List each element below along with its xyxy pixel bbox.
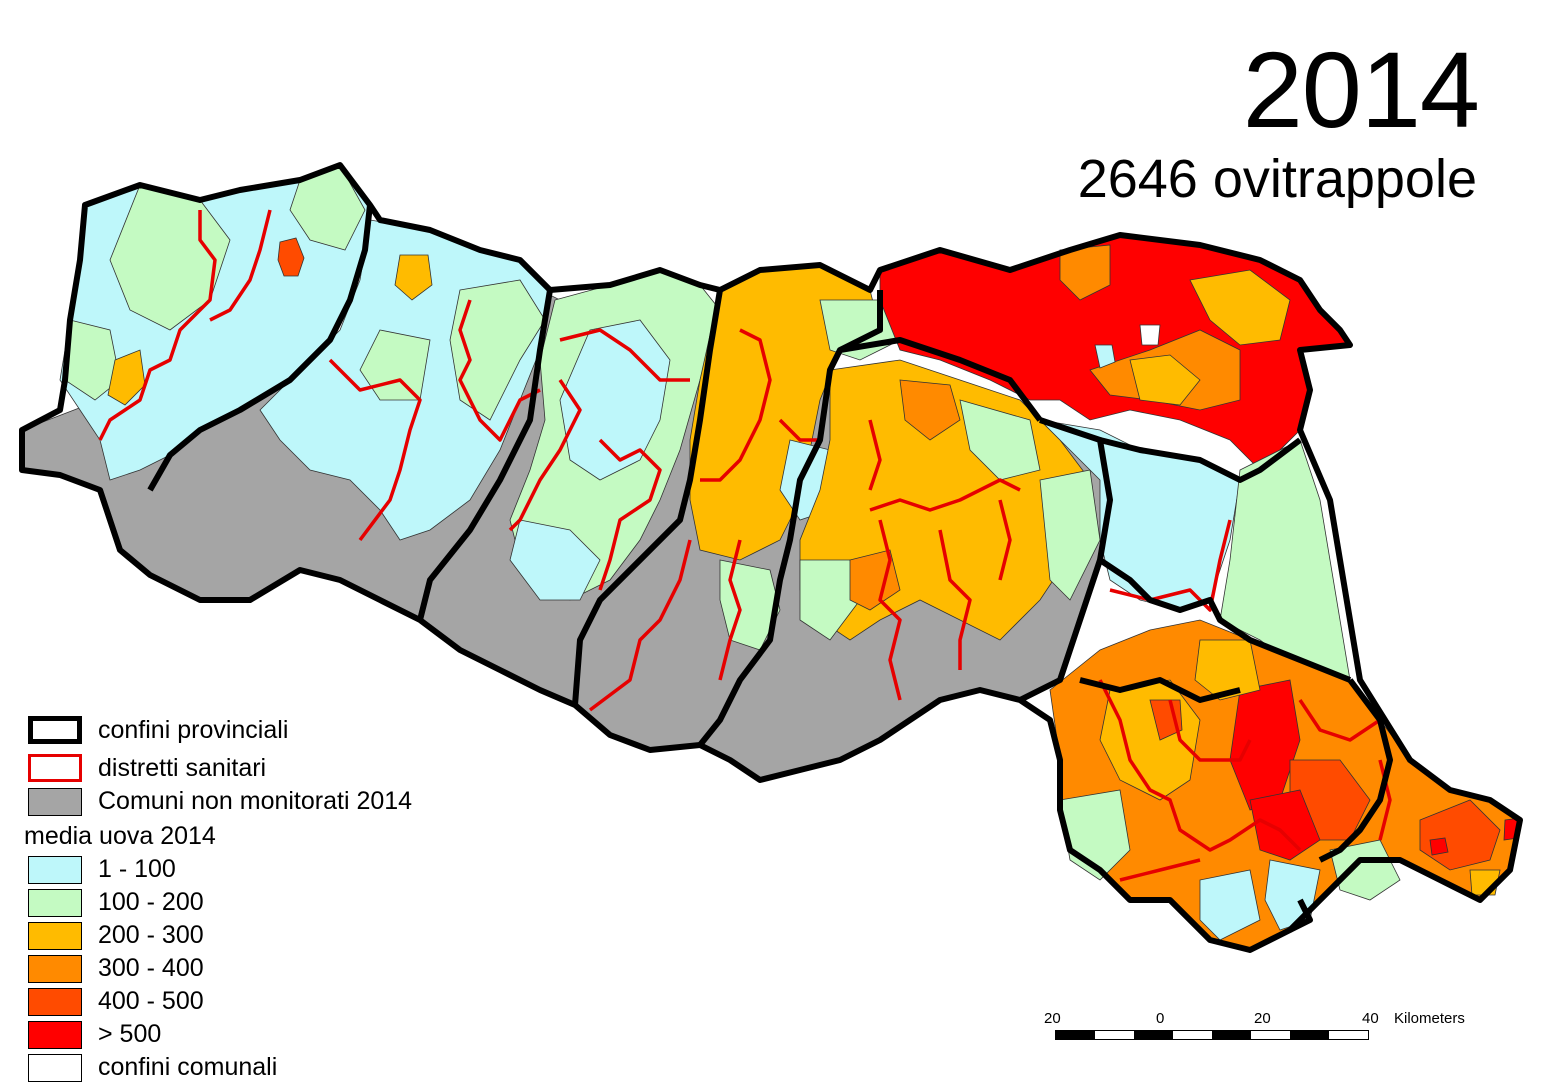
legend-label: 1 - 100 [98,855,176,883]
district-border-swatch [28,754,82,782]
legend-label: 100 - 200 [98,888,204,916]
legend-label: > 500 [98,1020,162,1048]
scale-bar: 20 0 20 40 Kilometers [1040,1010,1480,1050]
scale-bar-graphic [1055,1030,1369,1040]
legend-label: 300 - 400 [98,954,204,982]
legend-swatch [28,1021,82,1049]
health-district-borders [98,209,1392,882]
scale-tick: 20 [1254,1010,1271,1027]
unmonitored-swatch [28,788,82,816]
legend-swatch [28,1054,82,1082]
scale-tick: 0 [1156,1010,1165,1027]
legend-swatch [28,922,82,950]
scale-unit: Kilometers [1394,1010,1465,1027]
scale-tick: 40 [1362,1010,1379,1027]
legend-swatch [28,856,82,884]
legend-label: 200 - 300 [98,921,204,949]
provincial-borders [19,162,1523,953]
legend-label: Comuni non monitorati 2014 [98,787,413,815]
legend-label: confini comunali [98,1053,278,1081]
map-title-year: 2014 [1242,29,1480,150]
map-subtitle: 2646 ovitrappole [1077,149,1477,209]
legend-label: 400 - 500 [98,987,204,1015]
legend-swatch [28,955,82,983]
provincial-border-swatch [28,716,82,744]
legend-swatch [28,889,82,917]
legend-swatch [28,988,82,1016]
legend-class-title: media uova 2014 [24,822,216,850]
legend-label: confini provinciali [98,716,289,744]
legend-label: distretti sanitari [98,754,267,782]
scale-tick: 20 [1044,1010,1061,1027]
